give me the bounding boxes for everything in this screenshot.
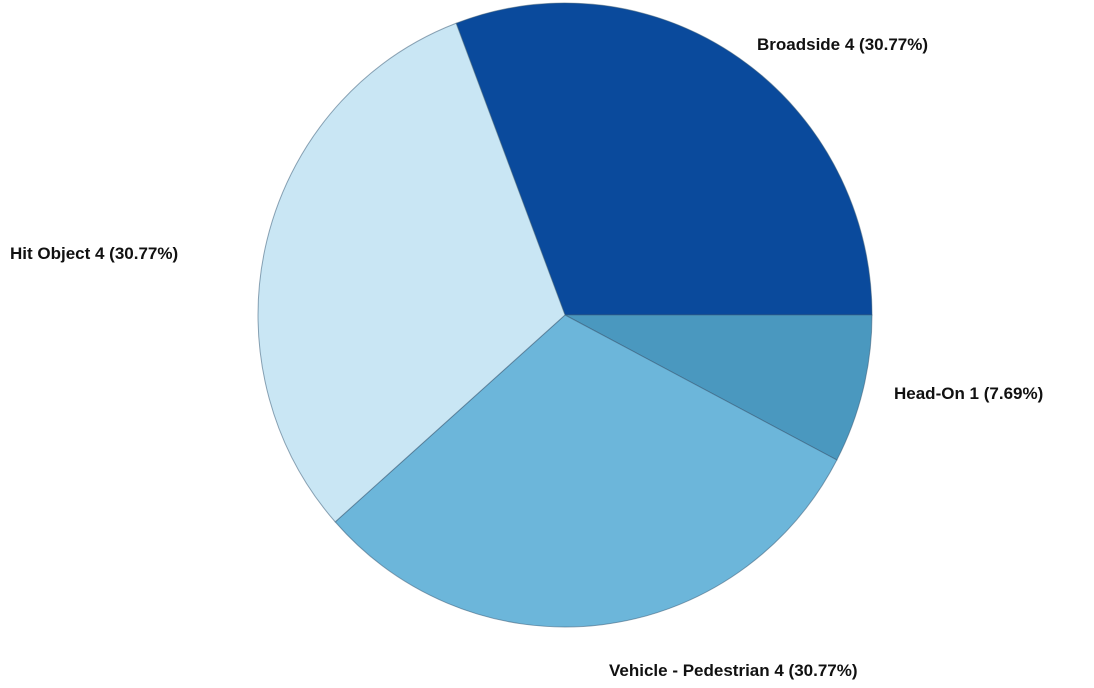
pie-slice-broadside: [455, 2, 873, 316]
pie-label-vehicle-pedestrian: Vehicle - Pedestrian 4 (30.77%): [609, 661, 858, 680]
slices-layer: [257, 2, 873, 628]
pie-label-broadside: Broadside 4 (30.77%): [757, 35, 928, 54]
pie-slice-vehicle-pedestrian: [334, 314, 838, 628]
pie-label-head-on: Head-On 1 (7.69%): [894, 384, 1043, 403]
labels-layer: Broadside 4 (30.77%) Head-On 1 (7.69%) Veh…: [10, 35, 1043, 680]
pie-label-hit-object: Hit Object 4 (30.77%): [10, 244, 178, 263]
pie-slice-hit-object: [257, 22, 566, 523]
pie-slice-head-on: [564, 314, 873, 461]
